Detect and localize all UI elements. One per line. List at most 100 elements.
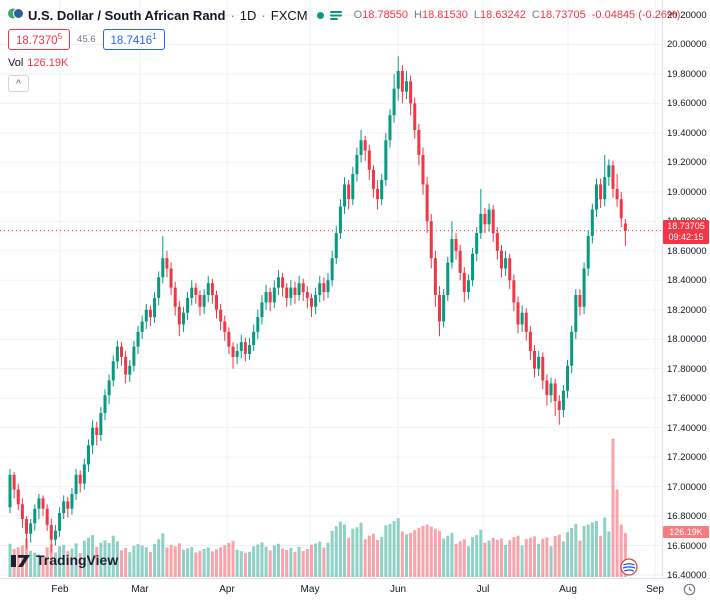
price-tick: 19.20000 xyxy=(667,157,707,169)
candle-body xyxy=(623,223,627,231)
volume-bar xyxy=(413,530,417,577)
volume-bar xyxy=(136,544,140,577)
candle-body xyxy=(281,277,285,288)
ohlc-values: O18.78550 H18.81530 L18.63242 C18.73705 … xyxy=(353,9,681,21)
volume-bar xyxy=(343,524,347,577)
candle-body xyxy=(49,524,53,540)
volume-bar xyxy=(86,537,90,577)
volume-bar xyxy=(388,523,392,577)
candle-body xyxy=(442,295,446,322)
candle-body xyxy=(615,188,619,200)
volume-bar xyxy=(190,546,194,577)
time-tick: Apr xyxy=(219,584,235,595)
candle-body xyxy=(177,306,181,325)
price-tick: 16.40000 xyxy=(667,570,707,581)
volume-bar xyxy=(623,532,627,577)
volume-bar xyxy=(566,532,570,577)
candle-body xyxy=(86,445,90,465)
volume-bar xyxy=(252,546,256,577)
candle-body xyxy=(466,280,470,293)
bar-countdown: 09:42:15 xyxy=(668,231,704,242)
candle-body xyxy=(202,295,206,307)
timezone-clock-icon[interactable] xyxy=(683,583,696,600)
time-axis[interactable]: Feb Mar Apr May Jun Jul Aug Sep xyxy=(0,578,710,600)
candle-body xyxy=(210,283,214,295)
candle-body xyxy=(359,140,363,155)
volume-bar xyxy=(53,552,57,577)
candle-body xyxy=(599,184,603,200)
volume-bar xyxy=(561,541,565,577)
volume-bar xyxy=(206,547,210,577)
volume-bar xyxy=(260,542,264,577)
tradingview-logo[interactable]: TradingView xyxy=(10,552,118,568)
candle-body xyxy=(338,206,342,234)
candle-body xyxy=(384,140,388,181)
timeframe-label[interactable]: 1D xyxy=(239,7,257,23)
volume-bar xyxy=(409,532,413,577)
candle-body xyxy=(231,346,235,357)
candle-body xyxy=(495,233,499,251)
volume-bar xyxy=(495,539,499,577)
volume-bar xyxy=(619,524,623,577)
price-axis[interactable]: 20.20000 20.00000 19.80000 19.60000 19.40000… xyxy=(662,0,710,581)
volume-bar xyxy=(376,539,380,577)
volume-bar xyxy=(479,529,483,577)
candle-body xyxy=(462,272,466,293)
candle-body xyxy=(566,365,570,391)
market-status-icon[interactable] xyxy=(316,11,324,19)
candle-body xyxy=(574,295,578,332)
candle-body xyxy=(78,474,82,484)
volume-bar xyxy=(148,551,152,577)
collapse-pane-button[interactable]: ^ xyxy=(8,74,29,92)
candle-body xyxy=(528,331,532,351)
candle-body xyxy=(351,174,355,200)
candle-body xyxy=(12,474,16,490)
volume-bar xyxy=(347,537,351,577)
volume-legend-row: Vol 126.19K xyxy=(8,57,680,69)
candle-body xyxy=(429,221,433,259)
time-tick: May xyxy=(300,584,320,595)
volume-bar xyxy=(66,551,70,577)
tradingview-logo-text: TradingView xyxy=(36,552,119,568)
volume-bar xyxy=(429,526,433,577)
volume-bar xyxy=(499,538,503,577)
symbol-title[interactable]: U.S. Dollar / South African Rand xyxy=(28,7,226,23)
volume-bar xyxy=(421,525,425,577)
volume-bar xyxy=(425,524,429,577)
volume-bar xyxy=(210,551,214,577)
volume-bar xyxy=(433,528,437,577)
candle-body xyxy=(367,150,371,170)
candle-body xyxy=(450,239,454,263)
candle-body xyxy=(388,115,392,141)
legend-menu-icon[interactable] xyxy=(329,10,342,20)
volume-axis-label: 126.19K xyxy=(663,525,709,538)
candle-body xyxy=(446,262,450,295)
volume-bar xyxy=(289,547,293,577)
volume-bar xyxy=(322,547,326,577)
volume-bar xyxy=(194,552,198,577)
candle-body xyxy=(136,331,140,347)
price-tick: 19.80000 xyxy=(667,68,707,80)
candle-body xyxy=(25,519,29,534)
sell-button[interactable]: 18.73705 xyxy=(8,29,71,50)
candle-body xyxy=(454,239,458,251)
candle-body xyxy=(508,258,512,281)
volume-bar xyxy=(483,542,487,577)
buy-button[interactable]: 18.74161 xyxy=(102,29,165,50)
candle-body xyxy=(95,427,99,435)
volume-bar xyxy=(487,540,491,577)
candle-body xyxy=(190,287,194,298)
grid-layer xyxy=(0,0,662,578)
candle-body xyxy=(256,317,260,332)
volume-bar xyxy=(223,545,227,577)
candle-body xyxy=(99,412,103,435)
candle-body xyxy=(285,287,289,298)
volume-bar xyxy=(107,543,111,577)
legend-main-row: U.S. Dollar / South African Rand · 1D · … xyxy=(8,7,680,23)
volume-bar xyxy=(417,528,421,577)
price-tick: 17.80000 xyxy=(667,363,707,375)
volume-bar xyxy=(305,549,309,577)
volume-bar xyxy=(557,534,561,577)
